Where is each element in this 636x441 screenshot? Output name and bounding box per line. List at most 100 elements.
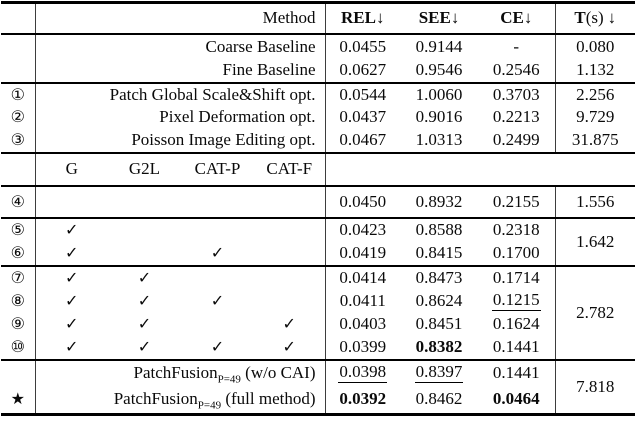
ce-value: 0.1441 [478,335,556,360]
down-arrow-icon: ↓ [376,8,385,28]
header-row: Method REL↓ SEE↓ CE↓ T(s) ↓ [1,2,635,34]
component-header-g2l: G2L [128,159,161,178]
table-row: ③ Poisson Image Editing opt. 0.0467 1.03… [1,128,635,153]
row-number-cell [1,33,36,59]
checkmark-icon: ✓ [137,339,152,356]
time-value: 1.132 [576,60,615,79]
method-label: Coarse Baseline [35,33,326,59]
rel-value: 0.0544 [339,84,387,104]
see-value: 0.9016 [415,107,463,126]
row-number: ① [1,82,36,106]
ce-value: 0.2499 [478,128,556,153]
empty-cell [325,153,635,186]
checkmark-icon: ✓ [282,339,296,356]
ce-value: 0.1441 [478,359,556,385]
check-cell-catf [254,241,326,266]
checkmark-icon: ✓ [65,222,79,239]
check-cell-g2l [108,242,181,266]
see-value: 0.8462 [415,388,463,408]
rel-value: 0.0467 [339,130,387,149]
table-row: ① Patch Global Scale&Shift opt. 0.0544 1… [1,82,635,106]
row-number: ⑧ [1,288,36,313]
check-cell-catf [254,185,326,218]
section-fusion-opts: ① Patch Global Scale&Shift opt. 0.0544 1… [1,82,636,153]
component-header-g: G [65,159,78,178]
time-value: 0.080 [576,36,615,56]
check-cell-g: ✓ [35,336,108,360]
check-cell-g: ✓ [35,218,108,242]
see-value: 0.8473 [415,267,463,287]
check-cell-catf [254,288,326,313]
row-number: ④ [1,185,36,218]
checkmark-icon: ✓ [210,245,225,262]
table-row: ⑦ ✓ ✓ 0.0414 0.8473 0.1714 2.782 [1,265,635,322]
row-number: ⑦ [1,265,36,289]
ce-value: 0.1700 [478,241,556,266]
metric-header-see: SEE↓ [418,8,460,28]
check-cell-catp [181,266,254,289]
section-baselines: Coarse Baseline 0.0455 0.9144 - 0.080 Fi… [1,33,636,83]
check-cell-catp: ✓ [181,336,254,360]
rel-value: 0.0414 [339,267,387,287]
table-row: ⑧ ✓ ✓ ✓ 0.0411 0.8624 0.1215 [1,288,635,313]
rel-value: 0.0627 [339,60,387,79]
row-number-cell [1,58,36,83]
check-cell-g: ✓ [35,266,108,289]
check-cell-catp: ✓ [181,289,254,313]
rel-value: 0.0403 [339,314,387,333]
check-cell-catf: ✓ [254,335,326,360]
time-value: 1.556 [576,191,615,211]
row-number: ② [1,105,36,129]
row-number: ⑩ [1,335,36,360]
down-arrow-icon: ↓ [450,8,460,28]
time-value: 2.256 [576,84,615,104]
row-number-cell [1,2,36,34]
row-number: ⑤ [1,217,36,242]
checkmark-icon: ✓ [65,292,79,310]
table-row: ⑥ ✓ ✓ 0.0419 0.8415 0.1700 [1,241,635,266]
rel-value: 0.0419 [339,243,387,262]
table-header: Method REL↓ SEE↓ CE↓ T(s) ↓ [1,2,636,34]
table-row: PatchFusionP=49 (w/o CAI) 0.0398 0.8397 … [1,359,635,396]
section-row4: ④ 0.0450 0.8932 0.2155 1.556 [1,185,636,218]
time-value-merged: 2.782 [576,302,615,322]
time-value: 31.875 [571,130,619,149]
row-number-cell [1,152,36,186]
check-cell-g: ✓ [35,242,108,266]
checkmark-icon: ✓ [65,316,79,333]
check-cell-g [35,186,108,218]
star-icon: ★ [1,384,36,415]
see-value: 0.9546 [415,60,463,79]
checkmark-icon: ✓ [137,269,152,287]
section-component-subheader: G G2L CAT-P CAT-F [1,152,636,186]
ce-value: 0.0464 [478,384,556,415]
rel-value: 0.0423 [339,220,387,239]
row-number-cell [1,359,36,385]
table-row: ★ PatchFusionP=49 (full method) 0.0392 0… [1,384,635,415]
see-value: 1.0313 [415,130,463,149]
table-row: ④ 0.0450 0.8932 0.2155 1.556 [1,185,635,218]
check-cell-catp [181,186,254,218]
see-value: 0.8932 [415,191,463,211]
ce-value: 0.1714 [478,265,556,289]
check-cell-g: ✓ [35,289,108,313]
check-cell-catp [181,218,254,242]
table-row: ⑩ ✓ ✓ ✓ ✓ 0.0399 0.8382 0.1441 [1,335,635,360]
table-row: ② Pixel Deformation opt. 0.0437 0.9016 0… [1,105,635,129]
subheader-row: G G2L CAT-P CAT-F [1,152,635,186]
table-row: ⑨ ✓ ✓ ✓ 0.0403 0.8451 0.1624 [1,312,635,336]
ce-value: 0.3703 [478,82,556,106]
subscript: P=49 [197,399,222,412]
check-cell-g2l: ✓ [108,289,181,313]
checkmark-icon: ✓ [65,339,79,356]
method-label: PatchFusionP=49 (full method) [35,384,326,415]
check-cell-g2l: ✓ [108,336,181,360]
checkmark-icon: ✓ [137,292,152,310]
see-value: 0.8624 [415,290,463,310]
method-label: PatchFusionP=49 (w/o CAI) [35,359,326,385]
section-patchfusion: PatchFusionP=49 (w/o CAI) 0.0398 0.8397 … [1,359,636,415]
checkmark-icon: ✓ [210,292,225,310]
see-value: 1.0060 [415,84,463,104]
check-cell-catf [254,265,326,289]
check-cell-g2l: ✓ [108,266,181,289]
